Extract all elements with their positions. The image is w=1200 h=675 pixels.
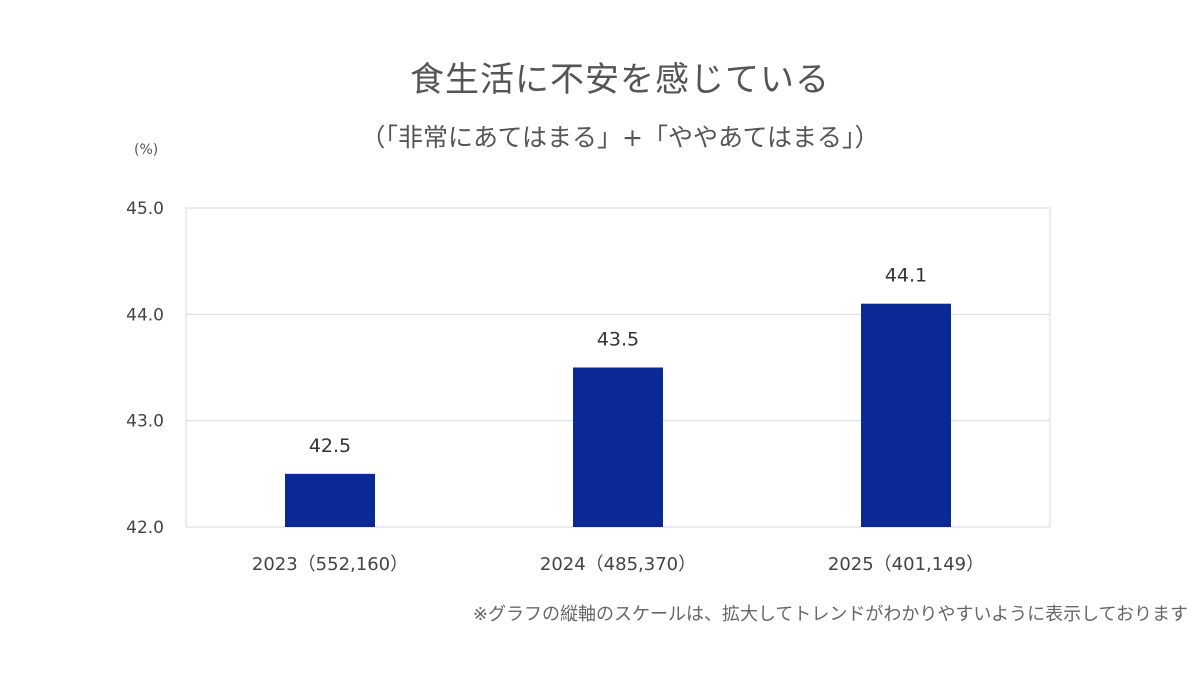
- x-tick-label: 2024（485,370）: [540, 554, 696, 575]
- y-axis-unit-label: (%): [134, 142, 159, 158]
- y-tick-label: 44.0: [126, 305, 164, 325]
- chart-title: 食生活に不安を感じている: [410, 60, 830, 100]
- bar-value-label: 42.5: [309, 435, 351, 457]
- chart-subtitle: （「非常にあてはまる」+「ややあてはまる」）: [360, 123, 880, 152]
- bar: [573, 367, 663, 527]
- y-tick-label: 45.0: [126, 199, 164, 219]
- chart-footnote: ※グラフの縦軸のスケールは、拡大してトレンドがわかりやすいように表示しております: [472, 604, 1188, 625]
- bar-value-label: 44.1: [885, 265, 927, 287]
- y-tick-label: 43.0: [126, 412, 164, 432]
- bar: [861, 303, 951, 527]
- x-tick-label: 2023（552,160）: [252, 554, 408, 575]
- bar: [285, 473, 375, 527]
- y-tick-label: 42.0: [126, 518, 164, 538]
- x-tick-label: 2025（401,149）: [828, 554, 984, 575]
- bar-value-label: 43.5: [597, 329, 639, 351]
